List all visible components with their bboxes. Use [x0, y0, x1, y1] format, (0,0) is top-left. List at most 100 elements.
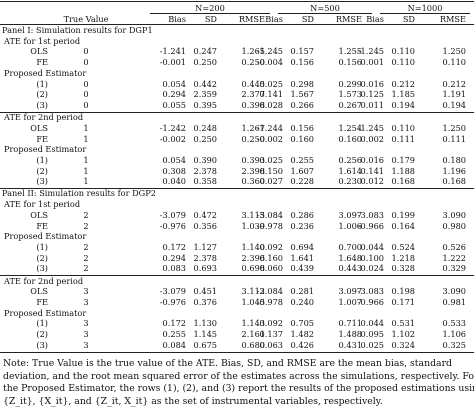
row-label: (1) — [36, 318, 48, 328]
value-cell: 1.648 — [338, 253, 362, 263]
value-cell: 0.390 — [193, 155, 217, 165]
value-cell: 0.286 — [290, 210, 314, 220]
value-cell: 0.044 — [360, 318, 384, 328]
value-cell: 0.705 — [290, 318, 314, 328]
section-label: ATE for 2nd period — [4, 276, 84, 286]
value-cell: 0.157 — [290, 46, 314, 56]
panel-label: Panel I: Simulation results for DGP1 — [2, 25, 153, 35]
value-cell: 0.025 — [360, 340, 384, 350]
value-cell: 0.328 — [391, 263, 415, 273]
value-cell: 0.212 — [442, 79, 466, 89]
value-cell: 0.141 — [360, 166, 384, 176]
row-label: FE — [36, 297, 48, 307]
results-table: N=200 N=500 N=1000 True Value Bias SD RMSE Bias… — [0, 1, 474, 353]
value-cell: 2.396 — [241, 253, 265, 263]
value-cell: -3.083 — [357, 210, 384, 220]
true-value-cell: 3 — [83, 318, 89, 328]
column-header: Bias — [265, 14, 283, 24]
value-cell: 3.112 — [241, 286, 265, 296]
group-underline — [278, 13, 372, 14]
value-cell: 0.083 — [162, 263, 186, 273]
row-label: (2) — [36, 166, 48, 176]
value-cell: 3.097 — [338, 210, 362, 220]
group-header: N=200 — [195, 3, 225, 13]
value-cell: 1.006 — [338, 221, 362, 231]
row-label: (1) — [36, 242, 48, 252]
true-value-cell: 0 — [83, 57, 89, 67]
value-cell: 0.526 — [442, 242, 466, 252]
group-header: N=500 — [310, 3, 340, 13]
group-underline — [380, 13, 470, 14]
value-cell: -1.245 — [357, 46, 384, 56]
true-value-cell: 2 — [83, 221, 89, 231]
value-cell: 2.378 — [193, 166, 217, 176]
value-cell: -0.966 — [357, 297, 384, 307]
value-cell: 0.248 — [193, 123, 217, 133]
value-cell: 0.393 — [241, 155, 265, 165]
value-cell: 0.247 — [193, 46, 217, 56]
value-cell: -0.976 — [159, 297, 186, 307]
value-cell: 0.266 — [290, 100, 314, 110]
section-label: ATE for 1st period — [4, 199, 81, 209]
value-cell: 1.567 — [290, 89, 314, 99]
value-cell: 1.573 — [338, 89, 362, 99]
column-header: RMSE — [335, 14, 362, 24]
group-underline — [150, 13, 270, 14]
value-cell: 1.267 — [241, 123, 265, 133]
value-cell: 0.160 — [338, 134, 362, 144]
value-cell: 0.294 — [162, 89, 186, 99]
value-cell: 1.140 — [241, 242, 265, 252]
value-cell: -0.976 — [159, 221, 186, 231]
note-line: the Proposed Estimator, the rows (1), (2… — [3, 383, 474, 395]
value-cell: 0.236 — [290, 221, 314, 231]
value-cell: 1.255 — [338, 46, 362, 56]
section-rule — [0, 112, 474, 113]
value-cell: 0.194 — [391, 100, 415, 110]
row-label: (3) — [36, 340, 48, 350]
value-cell: 0.329 — [442, 263, 466, 273]
value-cell: 0.160 — [259, 253, 283, 263]
value-cell: 0.060 — [259, 263, 283, 273]
value-cell: 2.359 — [193, 89, 217, 99]
value-cell: 0.680 — [241, 340, 265, 350]
section-label: Proposed Estimator — [4, 231, 87, 241]
top-rule — [0, 1, 474, 2]
value-cell: 0.198 — [391, 286, 415, 296]
bottom-rule — [0, 352, 474, 353]
true-value-cell: 1 — [83, 134, 89, 144]
value-cell: -0.978 — [256, 297, 283, 307]
value-cell: 0.028 — [259, 100, 283, 110]
row-label: (3) — [36, 176, 48, 186]
value-cell: -1.245 — [357, 123, 384, 133]
value-cell: 0.442 — [193, 79, 217, 89]
true-value-cell: 2 — [83, 210, 89, 220]
value-cell: 0.180 — [442, 155, 466, 165]
value-cell: -3.084 — [256, 210, 283, 220]
true-value-cell: 0 — [83, 46, 89, 56]
value-cell: 0.358 — [193, 176, 217, 186]
value-cell: 1.185 — [391, 89, 415, 99]
value-cell: 0.199 — [391, 210, 415, 220]
value-cell: 0.111 — [391, 134, 415, 144]
value-cell: 1.614 — [338, 166, 362, 176]
value-cell: -1.241 — [159, 46, 186, 56]
value-cell: 0.141 — [259, 89, 283, 99]
value-cell: 0.298 — [290, 79, 314, 89]
value-cell: 1.607 — [290, 166, 314, 176]
value-cell: 0.980 — [442, 221, 466, 231]
value-cell: 0.063 — [259, 340, 283, 350]
value-cell: -0.002 — [159, 134, 186, 144]
value-cell: 0.168 — [391, 176, 415, 186]
column-header: SD — [402, 14, 415, 24]
true-value-cell: 1 — [83, 155, 89, 165]
column-header: RMSE — [439, 14, 466, 24]
value-cell: 0.431 — [338, 340, 362, 350]
value-cell: 1.488 — [338, 329, 362, 339]
row-label: (1) — [36, 155, 48, 165]
row-label: FE — [36, 221, 48, 231]
true-value-cell: 0 — [83, 79, 89, 89]
value-cell: 0.110 — [391, 46, 415, 56]
value-cell: 0.675 — [193, 340, 217, 350]
value-cell: 1.254 — [338, 123, 362, 133]
value-cell: -1.245 — [256, 46, 283, 56]
